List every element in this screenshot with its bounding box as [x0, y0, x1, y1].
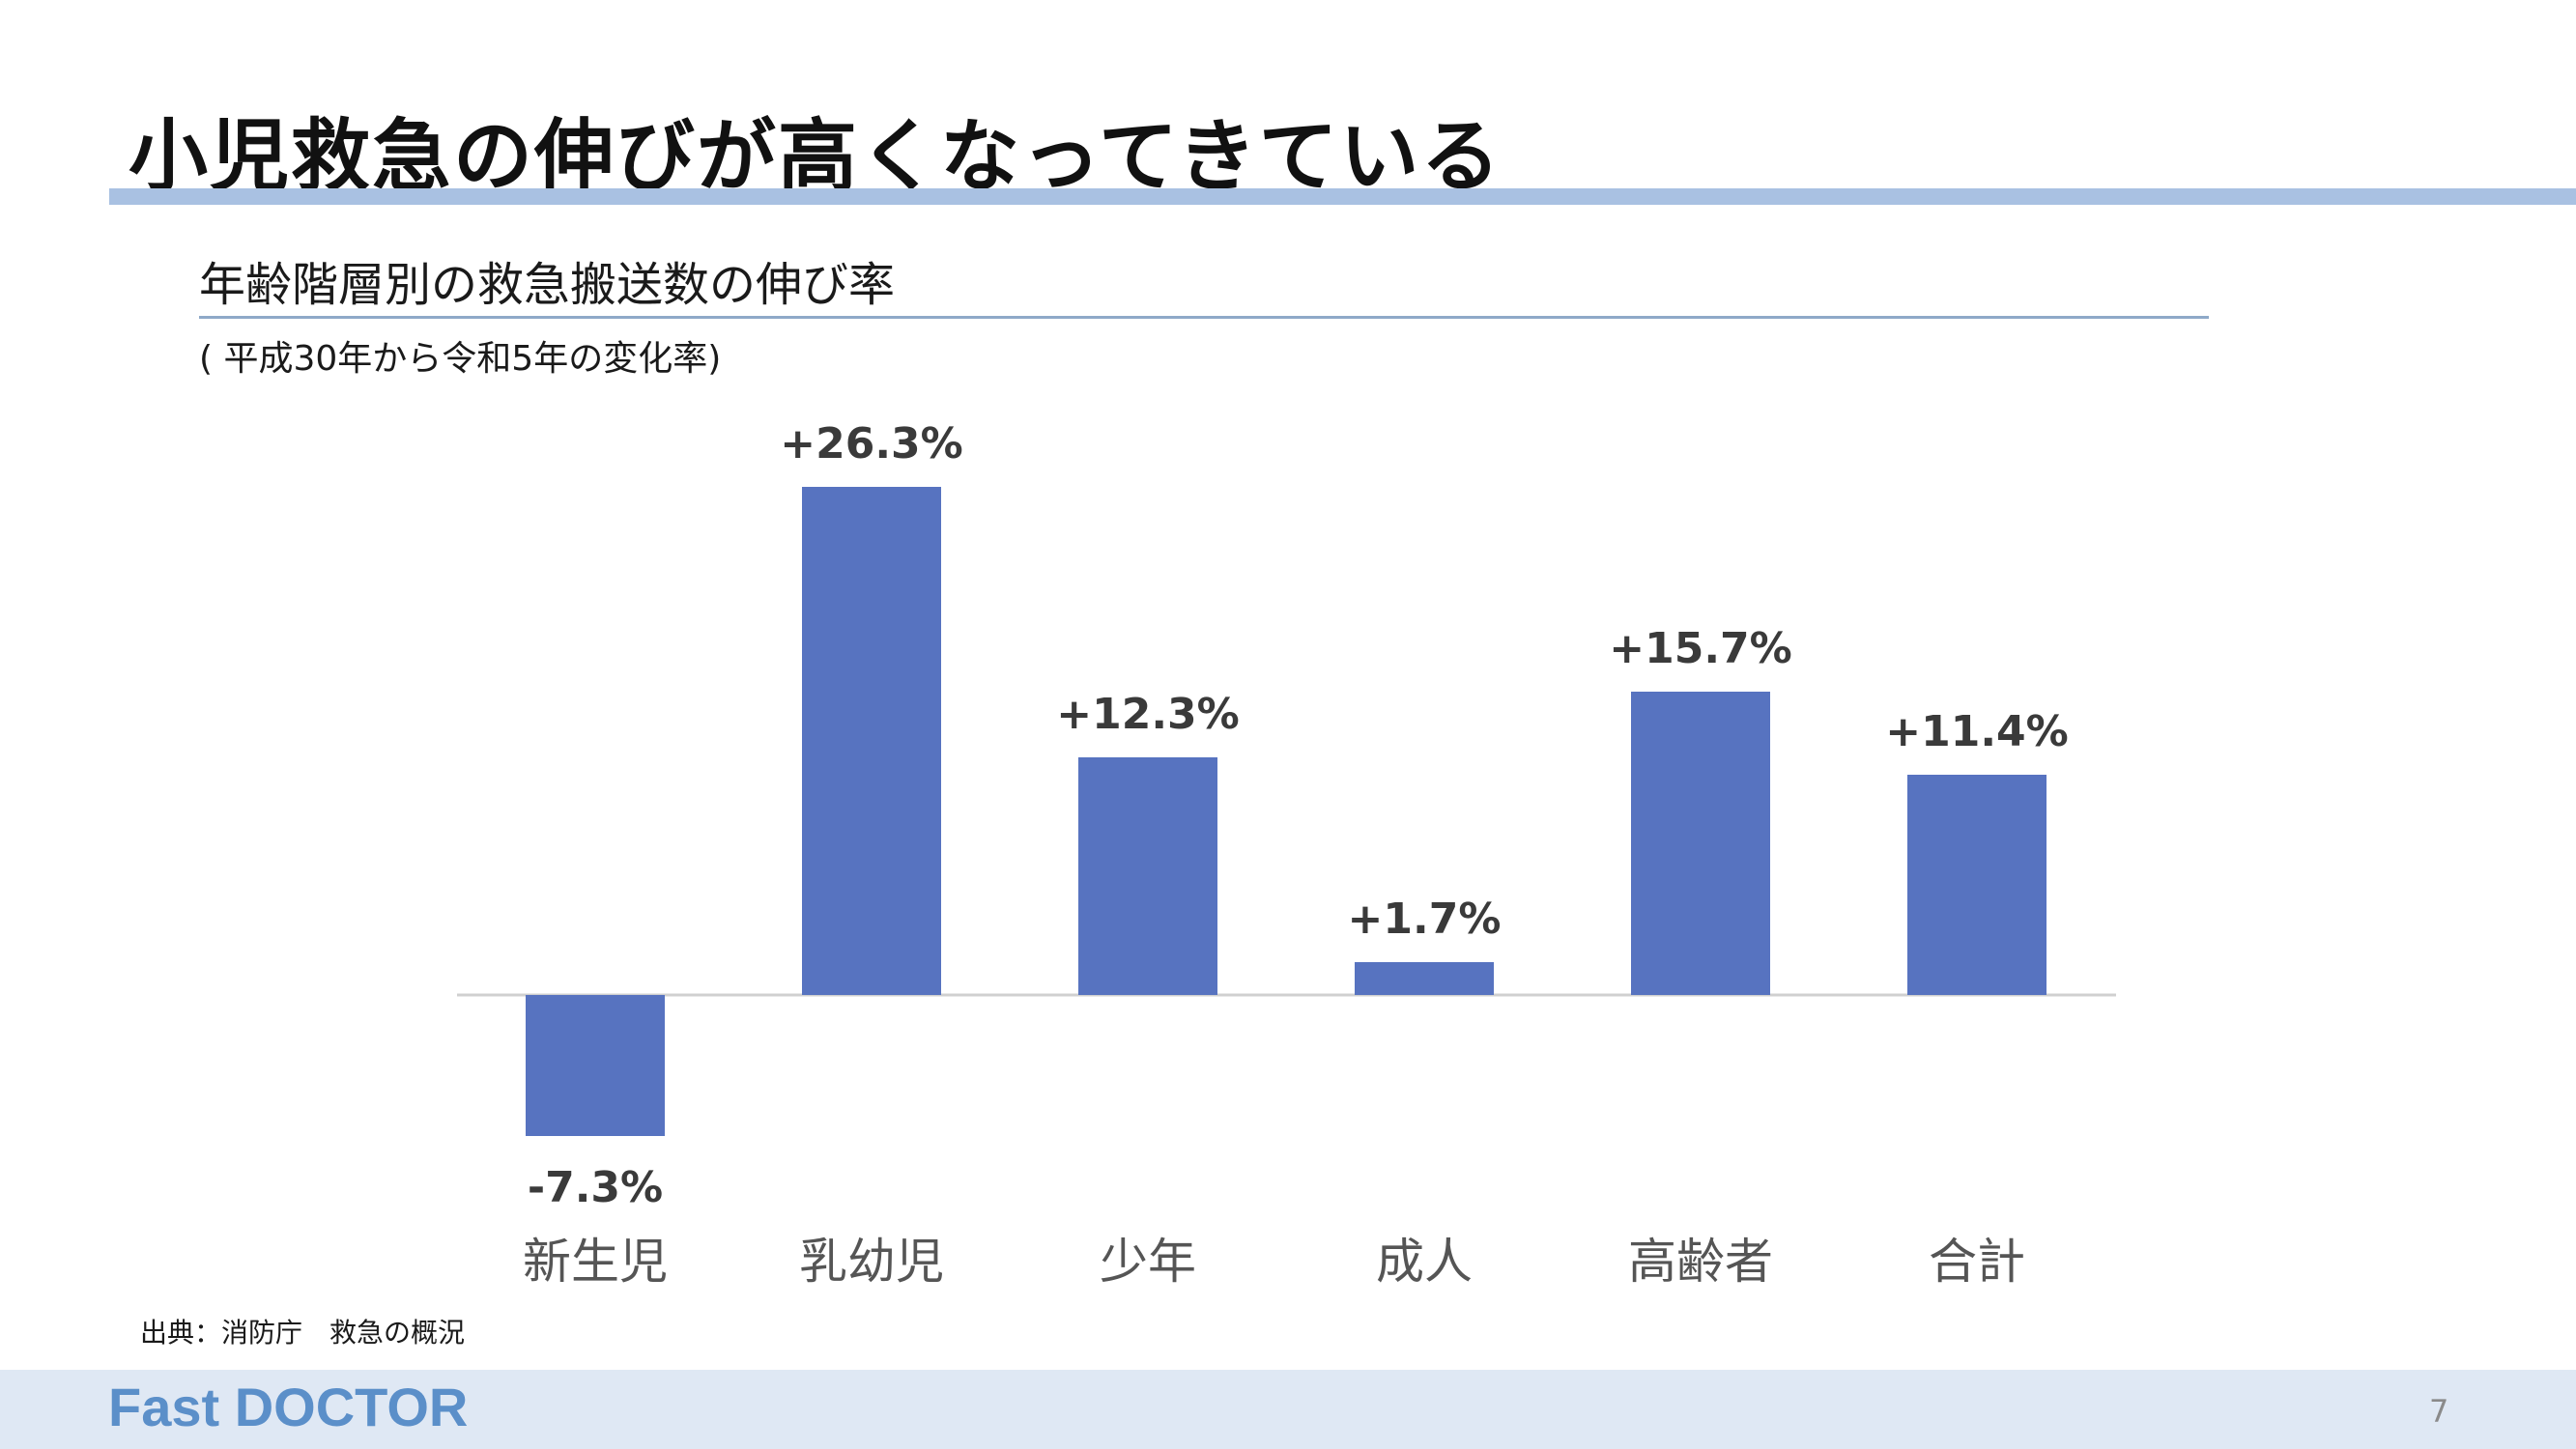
- category-label-2: 乳幼児: [799, 1234, 944, 1290]
- bar-chart: -7.3% +26.3% +12.3% +1.7% +15.7% +11.4% 新生児 乳幼…: [457, 419, 2116, 1290]
- data-label-2: +26.3%: [780, 419, 963, 469]
- data-label-3: +12.3%: [1056, 690, 1240, 739]
- bar-2: [802, 487, 941, 995]
- chart-subtitle: ( 平成30年から令和5年の変化率): [199, 339, 722, 379]
- chart-title-underline: [199, 316, 2209, 319]
- data-label-4: +1.7%: [1348, 895, 1502, 944]
- slide-title: 小児救急の伸びが高くなってきている: [129, 111, 1503, 203]
- bar-6: [1907, 775, 2046, 995]
- data-label-6: +11.4%: [1885, 707, 2069, 756]
- category-label-3: 少年: [1100, 1234, 1196, 1290]
- category-label-1: 新生児: [523, 1234, 668, 1290]
- page-number: 7: [2429, 1393, 2449, 1430]
- chart-title: 年齢階層別の救急搬送数の伸び率: [199, 258, 896, 312]
- category-label-4: 成人: [1376, 1234, 1473, 1290]
- data-label-5: +15.7%: [1609, 624, 1792, 673]
- bar-1: [526, 995, 665, 1136]
- footer-band: [0, 1370, 2576, 1449]
- title-underline: [109, 188, 2576, 205]
- source-note: 出典：消防庁 救急の概況: [140, 1317, 466, 1349]
- bar-4: [1355, 962, 1494, 995]
- bar-5: [1631, 692, 1770, 995]
- fast-doctor-logo: Fast DOCTOR: [108, 1377, 469, 1437]
- data-label-1: -7.3%: [528, 1163, 663, 1212]
- bar-3: [1078, 757, 1217, 995]
- category-label-5: 高齢者: [1628, 1234, 1773, 1290]
- category-label-6: 合計: [1929, 1234, 2025, 1290]
